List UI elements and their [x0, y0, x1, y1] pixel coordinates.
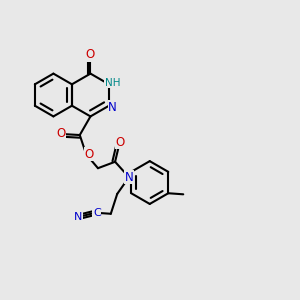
Text: O: O	[115, 136, 124, 148]
Text: N: N	[124, 171, 134, 184]
Text: NH: NH	[105, 78, 120, 88]
Text: N: N	[108, 101, 117, 114]
Text: C: C	[93, 208, 101, 218]
Text: O: O	[56, 128, 66, 140]
Text: O: O	[85, 148, 94, 161]
Text: O: O	[86, 48, 95, 61]
Text: N: N	[74, 212, 82, 222]
